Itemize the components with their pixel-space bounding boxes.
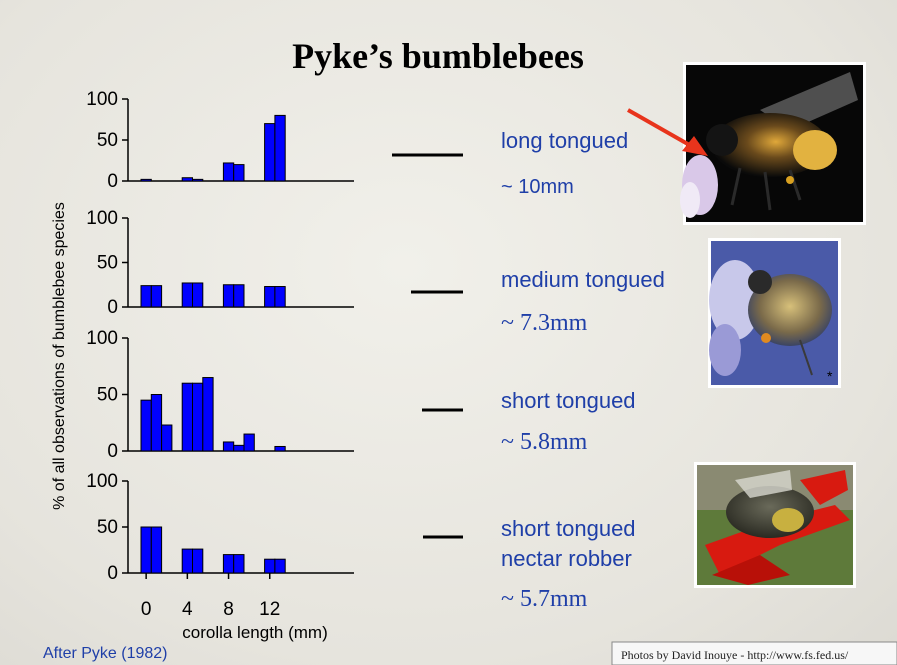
histogram-bar [140, 526, 152, 574]
x-axis-label: corolla length (mm) [182, 623, 328, 642]
species-length-3: ~ 5.8mm [501, 429, 588, 455]
species-length-4: ~ 5.7mm [501, 586, 588, 612]
histogram-bar [140, 178, 152, 182]
photo-long-tongued-bee [680, 62, 866, 225]
histogram-bar [150, 526, 163, 574]
y-tick-label: 0 [107, 563, 118, 584]
y-axis-label: % of all observations of bumblebee speci… [51, 202, 68, 510]
species-length-2: ~ 7.3mm [501, 310, 588, 336]
histogram-bar [222, 441, 235, 452]
histogram-bar [264, 558, 276, 574]
y-tick-label: 100 [86, 208, 118, 229]
y-tick-label: 0 [107, 171, 118, 192]
photo-medium-tongued-bee: * [708, 238, 841, 388]
photo-credit-box [611, 641, 897, 665]
histogram-bar [192, 282, 204, 308]
histogram-bar [274, 114, 286, 182]
histogram-bar [233, 444, 245, 452]
x-tick-label: 0 [141, 599, 152, 620]
y-tick-label: 100 [86, 89, 118, 110]
histogram-bar [150, 394, 163, 452]
histogram-bar [243, 433, 255, 452]
histogram-bar [181, 382, 193, 452]
histogram-bar [222, 162, 235, 182]
histogram-panels: 0 50 100 0 50 100 0 50 100 0 50 100 0 4 8 12 [86, 89, 354, 620]
photo-credit: Photos by David Inouye - http://www.fs.f… [621, 648, 849, 662]
histogram-bar [181, 548, 193, 574]
histogram-bar [222, 554, 235, 574]
histogram-bar [222, 284, 235, 308]
histogram-bar [161, 424, 173, 452]
histogram-bar [150, 285, 163, 308]
x-tick-label: 8 [223, 599, 234, 620]
histogram-bar [264, 286, 276, 308]
y-tick-label: 0 [107, 441, 118, 462]
histogram-bar [181, 282, 193, 308]
histogram-bar [140, 285, 152, 308]
histogram-bar [192, 548, 204, 574]
source-citation: After Pyke (1982) [43, 645, 168, 662]
y-tick-label: 0 [107, 297, 118, 318]
histogram-bar [192, 382, 204, 452]
species-name-2: medium tongued [501, 267, 665, 292]
histogram-bar [202, 377, 214, 452]
histogram-bar [140, 399, 152, 452]
photo-nectar-robber-bee [694, 462, 856, 588]
x-tick-label: 4 [182, 599, 193, 620]
histogram-bar [233, 164, 245, 182]
histogram-bar [233, 554, 245, 574]
y-tick-label: 50 [97, 253, 118, 274]
x-tick-label: 12 [259, 599, 280, 620]
y-tick-label: 100 [86, 471, 118, 492]
page-title: Pyke’s bumblebees [292, 36, 584, 76]
histogram-bar [274, 286, 286, 308]
histogram-bar [181, 177, 193, 182]
histogram-bar [274, 445, 286, 452]
histogram-bar [264, 123, 276, 182]
species-length-1: ~ 10mm [501, 176, 574, 198]
histogram-bar [192, 178, 204, 182]
red-arrow-icon [627, 108, 708, 156]
species-name-1: long tongued [501, 128, 628, 153]
species-name-4b: nectar robber [501, 546, 632, 571]
histogram-bar [233, 284, 245, 308]
y-tick-label: 50 [97, 517, 118, 538]
species-name-3: short tongued [501, 388, 636, 413]
photo-star: * [827, 368, 833, 384]
y-tick-label: 50 [97, 385, 118, 406]
y-tick-label: 50 [97, 130, 118, 151]
y-tick-label: 100 [86, 328, 118, 349]
species-name-4a: short tongued [501, 516, 636, 541]
histogram-bar [274, 558, 286, 574]
